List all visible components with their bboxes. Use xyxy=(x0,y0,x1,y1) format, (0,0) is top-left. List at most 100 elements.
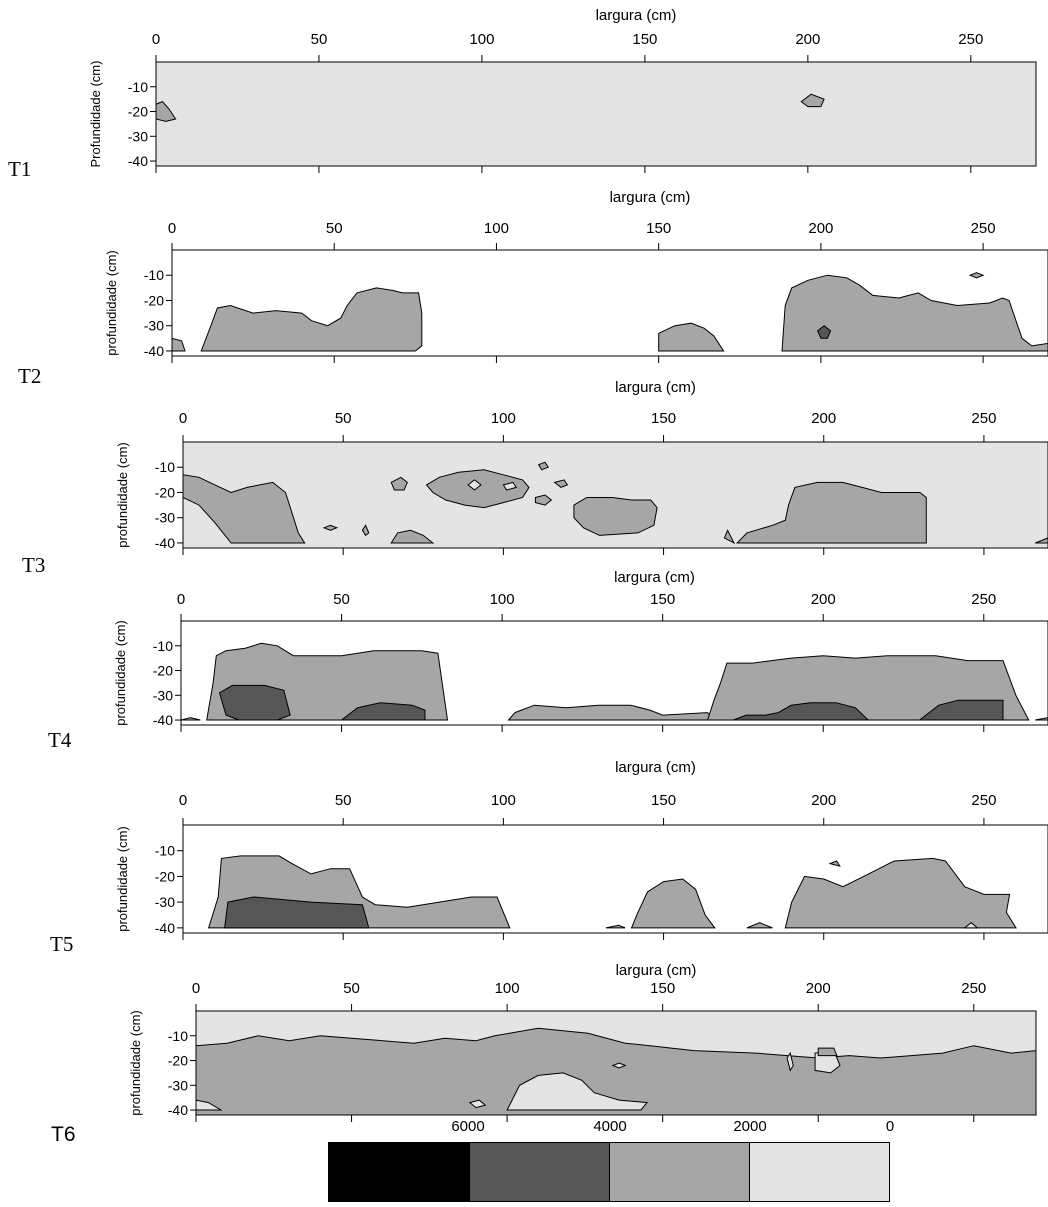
contour-region xyxy=(828,860,841,867)
y-tick-label: -30 xyxy=(153,687,173,703)
plot-frame xyxy=(171,249,1048,357)
x-tick-label: 200 xyxy=(808,220,833,237)
x-tick-label: 250 xyxy=(961,980,986,997)
x-axis-title: largura (cm) xyxy=(616,962,697,979)
y-tick-label: -20 xyxy=(155,868,175,884)
x-tick-label: 200 xyxy=(811,792,836,809)
y-tick-label: -10 xyxy=(155,459,175,475)
y-tick-label: -40 xyxy=(155,535,175,551)
x-tick-label: 0 xyxy=(179,410,187,427)
panel-label-t6: T6 xyxy=(51,1123,76,1146)
x-tick-label: 50 xyxy=(343,980,360,997)
x-tick-label: 200 xyxy=(806,980,831,997)
x-axis-title: largura (cm) xyxy=(596,7,677,24)
contour-region xyxy=(181,717,201,721)
x-tick-label: 100 xyxy=(484,220,509,237)
contour-region xyxy=(968,272,985,279)
x-tick-label: 100 xyxy=(491,410,516,427)
contour-region xyxy=(218,684,291,721)
panel-t5: 0 50 100 150 200 250 -10 -20 -30 -40 largura (cm) p… xyxy=(115,759,1048,940)
legend-swatch-2000-4000 xyxy=(609,1142,750,1202)
contour-region xyxy=(573,497,658,536)
contour-region xyxy=(322,524,339,531)
x-tick-label: 150 xyxy=(632,31,657,48)
contour-regions-t6 xyxy=(196,1011,1036,1111)
x-tick-label: 150 xyxy=(651,410,676,427)
contour-region xyxy=(537,461,549,471)
contour-region xyxy=(1035,537,1048,544)
contour-regions-t4 xyxy=(181,642,1048,721)
contour-region xyxy=(1035,717,1048,721)
x-tick-label: 50 xyxy=(335,792,352,809)
contour-region xyxy=(224,896,370,929)
legend-tick-6000: 6000 xyxy=(451,1118,485,1135)
contour-region xyxy=(786,1051,794,1072)
contour-region xyxy=(200,287,423,352)
x-tick-label: 0 xyxy=(177,591,185,608)
x-axis-title: largura (cm) xyxy=(615,379,696,396)
contour-region xyxy=(605,924,626,929)
contour-region xyxy=(733,702,870,721)
contour-region xyxy=(611,1062,627,1069)
x-tick-label: 150 xyxy=(646,220,671,237)
y-tick-label: -20 xyxy=(168,1053,188,1069)
contour-region xyxy=(781,274,1048,352)
contour-region xyxy=(963,922,979,929)
plot-frame xyxy=(182,824,1048,934)
legend-swatch-4000-6000 xyxy=(469,1142,610,1202)
contour-regions-t2 xyxy=(172,272,1048,352)
contour-region xyxy=(468,1099,487,1109)
color-scale-legend: 6000 4000 2000 0 xyxy=(328,1110,894,1202)
x-axis-title: largura (cm) xyxy=(615,759,696,776)
y-tick-label: -10 xyxy=(144,267,164,283)
contour-region xyxy=(156,101,177,122)
x-tick-label: 200 xyxy=(811,410,836,427)
y-tick-label: -40 xyxy=(128,153,148,169)
panel-t3: 0 50 100 150 200 250 -10 -20 -30 -40 largura (cm) p… xyxy=(115,379,1048,555)
y-tick-label: -40 xyxy=(155,920,175,936)
contour-region xyxy=(172,337,186,352)
y-tick-label: -10 xyxy=(155,843,175,859)
x-tick-label: 200 xyxy=(811,591,836,608)
y-tick-label: -30 xyxy=(144,318,164,334)
x-tick-label: 0 xyxy=(168,220,176,237)
contour-region xyxy=(658,322,725,352)
x-tick-label: 250 xyxy=(958,31,983,48)
contour-regions-t5 xyxy=(207,855,1017,929)
panel-t1: 0 50 100 150 200 250 -10 -20 -30 -40 largura (cm) P… xyxy=(88,7,1037,173)
plot-frame xyxy=(182,441,1048,549)
x-tick-label: 0 xyxy=(179,792,187,809)
x-tick-label: 0 xyxy=(152,31,160,48)
panel-label-t2: T2 xyxy=(18,364,42,388)
contour-region xyxy=(425,469,530,509)
legend-tick-4000: 4000 xyxy=(593,1118,627,1135)
x-tick-label: 50 xyxy=(335,410,352,427)
contour-region xyxy=(800,93,825,108)
x-tick-label: 50 xyxy=(326,220,343,237)
panel-t4: 0 50 100 150 200 250 -10 -20 -30 -40 largura (cm) p… xyxy=(113,569,1048,732)
x-axis-title: largura (cm) xyxy=(614,569,695,586)
x-tick-label: 150 xyxy=(650,980,675,997)
contour-region xyxy=(502,481,517,491)
y-axis-title: profundidade (cm) xyxy=(104,250,119,356)
contour-region xyxy=(390,529,435,544)
panel-t6: 0 50 100 150 200 250 -10 -20 -30 -40 largura (cm) p… xyxy=(128,962,1037,1122)
contour-region xyxy=(746,922,773,929)
contour-regions-t3 xyxy=(183,461,1048,545)
panel-t2: 0 50 100 150 200 250 -10 -20 -30 -40 largura (cm) p… xyxy=(104,189,1048,363)
x-tick-label: 250 xyxy=(971,792,996,809)
contour-region xyxy=(196,1011,1036,1059)
x-tick-label: 250 xyxy=(971,591,996,608)
contour-region xyxy=(340,702,426,721)
y-tick-label: -40 xyxy=(168,1102,188,1118)
x-tick-label: 200 xyxy=(795,31,820,48)
y-tick-label: -40 xyxy=(153,712,173,728)
x-tick-label: 0 xyxy=(192,980,200,997)
contour-region xyxy=(816,325,832,339)
x-tick-label: 100 xyxy=(469,31,494,48)
plot-frame xyxy=(155,61,1037,167)
y-tick-label: -10 xyxy=(128,79,148,95)
panel-label-t5: T5 xyxy=(50,932,74,956)
